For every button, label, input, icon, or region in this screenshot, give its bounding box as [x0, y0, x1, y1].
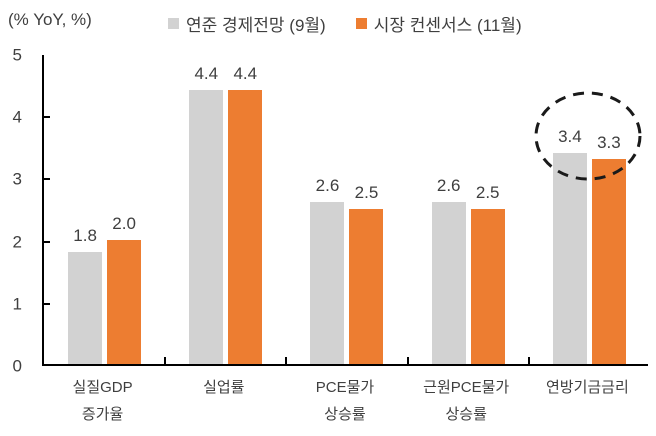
y-tick-label: 4 [12, 107, 22, 127]
category-label: 실질GDP 증가율 [72, 379, 133, 423]
value-label: 4.4 [233, 64, 258, 84]
category-label: PCE물가 상승률 [315, 379, 375, 423]
bar-group: 4.4 4.4 [165, 55, 286, 364]
legend: 연준 경제전망 (9월) 시장 컨센서스 (11월) [168, 11, 522, 36]
legend-swatch-fed-forecast [168, 18, 179, 29]
legend-item-fed-forecast: 연준 경제전망 (9월) [168, 11, 326, 36]
value-label: 2.5 [354, 182, 379, 202]
y-tick-label: 1 [12, 294, 22, 314]
bar-group: 1.8 2.0 [44, 55, 165, 364]
y-tick-mark [44, 178, 50, 181]
x-axis-labels: 실질GDP 증가율 실업률 PCE물가 상승률 근원PCE물가 상승률 연방기금금리 [42, 374, 648, 428]
bar: 2.6 [310, 176, 345, 364]
legend-item-market-consensus: 시장 컨센서스 (11월) [355, 11, 522, 36]
bar-group: 3.4 3.3 [529, 55, 650, 364]
y-tick-label: 3 [12, 169, 22, 189]
y-axis-unit-label: (% YoY, %) [8, 10, 92, 29]
x-tick-mark [164, 357, 167, 364]
value-label: 2.6 [436, 176, 461, 196]
bar: 2.0 [107, 214, 142, 364]
y-tick-label: 5 [12, 45, 22, 65]
legend-swatch-market-consensus [355, 18, 367, 29]
y-tick-label: 0 [12, 356, 22, 376]
category-label: 근원PCE물가 상승률 [423, 379, 510, 423]
category-label: 실업률 [203, 379, 245, 396]
bar: 1.8 [68, 226, 103, 364]
bar: 3.4 [552, 127, 587, 364]
y-tick-mark [44, 116, 50, 119]
category-label: 연방기금금리 [545, 379, 629, 396]
y-axis-labels: 0 1 2 3 4 5 [0, 47, 22, 375]
value-label: 3.4 [558, 126, 582, 146]
plot-area: 1.8 2.0 4.4 4.4 2.6 2.5 2.6 2.5 3.4 3.3 [42, 55, 648, 366]
bar: 2.6 [431, 176, 466, 364]
x-tick-mark [285, 357, 288, 364]
x-tick-mark [406, 357, 409, 364]
x-tick-mark [527, 357, 530, 364]
value-label: 1.8 [73, 226, 97, 246]
bar-group: 2.6 2.5 [408, 55, 529, 364]
legend-label-market-consensus: 시장 컨센서스 (11월) [373, 16, 522, 35]
value-label: 2.5 [475, 182, 500, 202]
value-label: 2.0 [112, 213, 136, 233]
legend-label-fed-forecast: 연준 경제전망 (9월) [186, 16, 326, 35]
bar-group: 2.6 2.5 [286, 55, 407, 364]
y-tick-mark [44, 302, 50, 305]
bar: 2.5 [470, 183, 505, 364]
bar: 2.5 [349, 183, 384, 364]
bar: 3.3 [591, 133, 626, 364]
value-label: 4.4 [194, 64, 219, 84]
value-label: 3.3 [597, 132, 621, 152]
y-tick-mark [44, 240, 50, 243]
bar: 4.4 [189, 64, 224, 364]
y-tick-label: 2 [12, 232, 22, 252]
bar: 4.4 [228, 64, 263, 364]
value-label: 2.6 [315, 176, 340, 196]
